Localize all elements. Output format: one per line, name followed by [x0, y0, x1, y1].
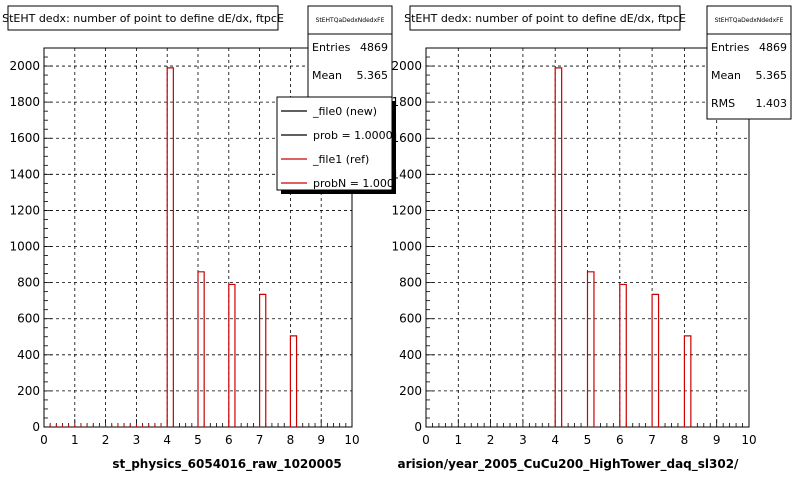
y-tick-label: 400	[399, 348, 422, 362]
x-tick-label: 3	[519, 433, 527, 447]
y-tick-label: 800	[17, 276, 40, 290]
histogram-bar	[651, 293, 660, 427]
y-tick-label: 1200	[391, 203, 422, 217]
histogram-bar	[586, 271, 595, 427]
histogram-bar	[228, 283, 236, 427]
histogram-bar	[619, 283, 627, 427]
x-tick-label: 7	[256, 433, 264, 447]
y-tick-label: 1000	[391, 240, 422, 254]
stats-value: 4869	[360, 41, 388, 54]
y-tick-label: 400	[17, 348, 40, 362]
y-tick-label: 200	[17, 384, 40, 398]
x-axis-title: st_physics_6054016_raw_1020005	[112, 457, 341, 472]
x-tick-label: 1	[71, 433, 79, 447]
x-tick-label: 3	[133, 433, 141, 447]
legend-label: _file0 (new)	[312, 105, 377, 118]
x-tick-label: 10	[741, 433, 756, 447]
x-tick-label: 0	[40, 433, 48, 447]
y-tick-label: 2000	[9, 59, 40, 73]
histogram-bar	[197, 271, 205, 427]
y-tick-label: 0	[414, 420, 422, 434]
stats-label: RMS	[711, 97, 735, 110]
low-bin-marks	[49, 424, 162, 427]
chart-panel-1: 0 1 2 3 4 5 6 7 8 9 10 0 200 400 600 800 1000 1200 1400 160…	[2, 5, 415, 472]
stats-header: StEHTQaDedxNdedxFE	[715, 17, 784, 24]
stats-header: StEHTQaDedxNdedxFE	[316, 17, 385, 24]
stats-value: 4869	[759, 41, 787, 54]
x-axis-title: arision/year_2005_CuCu200_HighTower_daq_…	[398, 457, 740, 472]
stats-label: Entries	[711, 41, 750, 54]
y-tick-label: 600	[399, 312, 422, 326]
stats-label: Entries	[312, 41, 351, 54]
x-tick-label: 1	[454, 433, 462, 447]
x-tick-label: 5	[194, 433, 202, 447]
y-tick-label: 600	[17, 312, 40, 326]
y-tick-label: 2000	[391, 59, 422, 73]
y-tick-label: 1800	[391, 95, 422, 109]
x-tick-label: 8	[681, 433, 689, 447]
x-tick-label: 8	[287, 433, 295, 447]
stats-value: 5.365	[756, 69, 788, 82]
series-1	[554, 67, 692, 427]
stats-label: Mean	[312, 69, 342, 82]
stats-frame	[307, 5, 393, 99]
y-tick-label: 1000	[9, 240, 40, 254]
legend-label: probN = 1.000000	[313, 177, 415, 190]
x-tick-label: 6	[616, 433, 624, 447]
x-tick-label: 9	[317, 433, 325, 447]
histogram-bar	[289, 335, 298, 427]
stats-frame	[706, 5, 792, 120]
legend-frame	[276, 96, 393, 191]
histogram-bar	[683, 335, 692, 427]
chart-panel-2: 0 1 2 3 4 5 6 7 8 9 10 0 200 400 600 800 1000 1200 1400 160…	[391, 5, 792, 472]
x-tick-label: 4	[163, 433, 171, 447]
legend-label: _file1 (ref)	[312, 153, 369, 166]
legend-label: prob = 1.000000	[313, 129, 407, 142]
x-tick-label: 7	[648, 433, 656, 447]
y-tick-label: 200	[399, 384, 422, 398]
histogram-bar	[166, 67, 174, 427]
histogram-bar	[259, 293, 267, 427]
y-tick-label: 1800	[9, 95, 40, 109]
y-tick-label: 0	[32, 420, 40, 434]
legend-box: _file0 (new) prob = 1.000000 _file1 (ref) p…	[276, 96, 415, 194]
x-tick-label: 2	[102, 433, 110, 447]
series-1	[49, 67, 298, 427]
title-box	[409, 5, 681, 31]
stats-value: 5.365	[357, 69, 389, 82]
stats-box: StEHTQaDedxNdedxFE Entries 4869 Mean 5.365	[307, 5, 393, 99]
chart-title: StEHT dedx: number of point to define dE…	[2, 12, 284, 25]
stats-value: 1.403	[756, 97, 788, 110]
x-tick-label: 2	[487, 433, 495, 447]
y-tick-label: 800	[399, 276, 422, 290]
stats-box: StEHTQaDedxNdedxFE Entries 4869 Mean 5.365 RM…	[706, 5, 792, 120]
chart-title: StEHT dedx: number of point to define dE…	[404, 12, 686, 25]
y-tick-label: 1600	[391, 131, 422, 145]
histogram-bar	[554, 67, 563, 427]
y-tick-label: 1400	[391, 167, 422, 181]
x-tick-label: 10	[344, 433, 359, 447]
x-tick-label: 6	[225, 433, 233, 447]
y-tick-label: 1200	[9, 203, 40, 217]
y-tick-label: 1400	[9, 167, 40, 181]
stats-label: Mean	[711, 69, 741, 82]
x-tick-label: 4	[551, 433, 559, 447]
title-box	[7, 5, 279, 31]
x-tick-label: 0	[422, 433, 430, 447]
y-tick-label: 1600	[9, 131, 40, 145]
x-tick-label: 9	[713, 433, 721, 447]
x-tick-label: 5	[584, 433, 592, 447]
